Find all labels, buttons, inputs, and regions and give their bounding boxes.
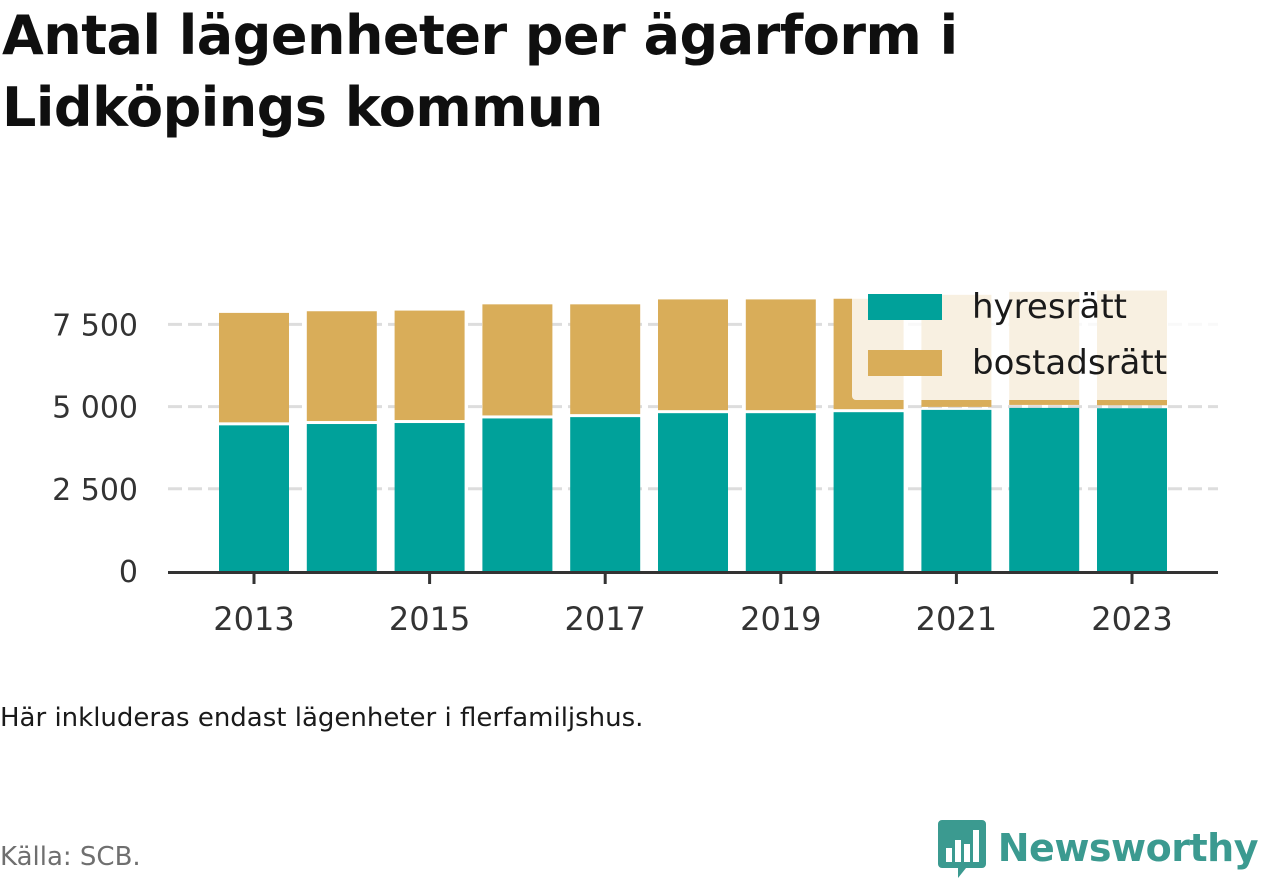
x-tick-label: 2019 xyxy=(740,600,821,638)
bar-hyresratt xyxy=(219,425,289,571)
x-tick-label: 2023 xyxy=(1091,600,1172,638)
bar-hyresratt xyxy=(1009,407,1080,571)
chart-note: Här inkluderas endast lägenheter i flerf… xyxy=(0,703,644,733)
chart-area: 0 2 500 5 000 7 500 hyresrätt bostadsrätt 2013… xyxy=(0,260,1262,660)
x-tick-label: 2015 xyxy=(389,600,470,638)
bar-hyresratt xyxy=(921,409,992,571)
bar-hyresratt xyxy=(306,424,377,571)
bar-bostadsratt xyxy=(745,299,816,411)
x-tick-label: 2021 xyxy=(916,600,997,638)
bar-hyresratt xyxy=(833,412,904,571)
y-tick-label: 5 000 xyxy=(52,391,138,426)
legend-label: hyresrätt xyxy=(972,287,1127,327)
y-tick-label: 7 500 xyxy=(52,308,138,343)
legend-label: bostadsrätt xyxy=(972,343,1167,383)
bar-bostadsratt xyxy=(658,299,728,411)
bar-bostadsratt xyxy=(570,304,641,415)
bar-bostadsratt xyxy=(394,310,465,421)
bar-hyresratt xyxy=(658,413,728,571)
bar-hyresratt xyxy=(1097,408,1167,571)
y-tick-label: 2 500 xyxy=(52,473,138,508)
stacked-bar-chart: 0 2 500 5 000 7 500 hyresrätt bostadsrätt 2013… xyxy=(52,282,1222,638)
x-tick-label: 2017 xyxy=(564,600,645,638)
logo-wordmark: Newsworthy xyxy=(997,826,1259,870)
legend-swatch xyxy=(868,350,942,376)
bar-hyresratt xyxy=(482,418,553,571)
newsworthy-logo[interactable]: Newsworthy xyxy=(937,818,1259,878)
bar-hyresratt xyxy=(745,413,816,571)
source-text: Källa: SCB. xyxy=(0,842,141,872)
bar-hyresratt xyxy=(394,423,465,571)
chart-title: Antal lägenheter per ägarform i Lidköpin… xyxy=(2,4,958,139)
bar-hyresratt xyxy=(570,417,641,571)
legend-box xyxy=(852,282,1222,400)
legend-swatch xyxy=(868,294,942,320)
bar-bostadsratt xyxy=(306,311,377,422)
bar-bostadsratt xyxy=(219,312,289,423)
x-tick-label: 2013 xyxy=(213,600,294,638)
bar-bostadsratt xyxy=(482,304,553,416)
bar-chart-speech-bubble-icon xyxy=(937,820,986,878)
y-tick-label: 0 xyxy=(119,555,138,590)
